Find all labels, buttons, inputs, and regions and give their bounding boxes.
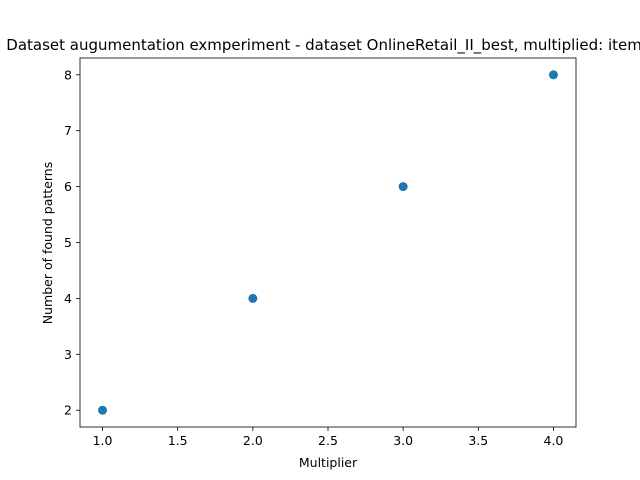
x-tick-label: 1.5	[168, 433, 188, 448]
axes-frame	[79, 57, 577, 428]
x-axis-label: Multiplier	[299, 455, 358, 470]
x-tick-label: 4.0	[544, 433, 564, 448]
chart-title: Dataset augumentation exmperiment - data…	[6, 36, 640, 55]
y-tick-label: 6	[64, 179, 72, 194]
y-axis-label: Number of found patterns	[40, 162, 55, 324]
y-tick-label: 2	[64, 403, 72, 418]
y-tick-label: 4	[64, 291, 72, 306]
x-tick-label: 3.5	[468, 433, 488, 448]
data-point	[248, 293, 258, 303]
plot-area: 1.0 1.5 2.0 2.5 3.0 3.5 4.0 2 3 4 5 6 7 8	[64, 57, 577, 448]
y-tick-label: 8	[64, 67, 72, 82]
x-tick-label: 2.0	[243, 433, 263, 448]
y-tick-label: 3	[64, 347, 72, 362]
x-tick-label: 1.0	[93, 433, 113, 448]
data-point	[98, 405, 108, 415]
data-point	[398, 182, 408, 192]
data-point	[548, 70, 558, 80]
y-tick-label: 7	[64, 123, 72, 138]
x-tick-label: 3.0	[393, 433, 413, 448]
x-tick-label: 2.5	[318, 433, 338, 448]
y-tick-label: 5	[64, 235, 72, 250]
